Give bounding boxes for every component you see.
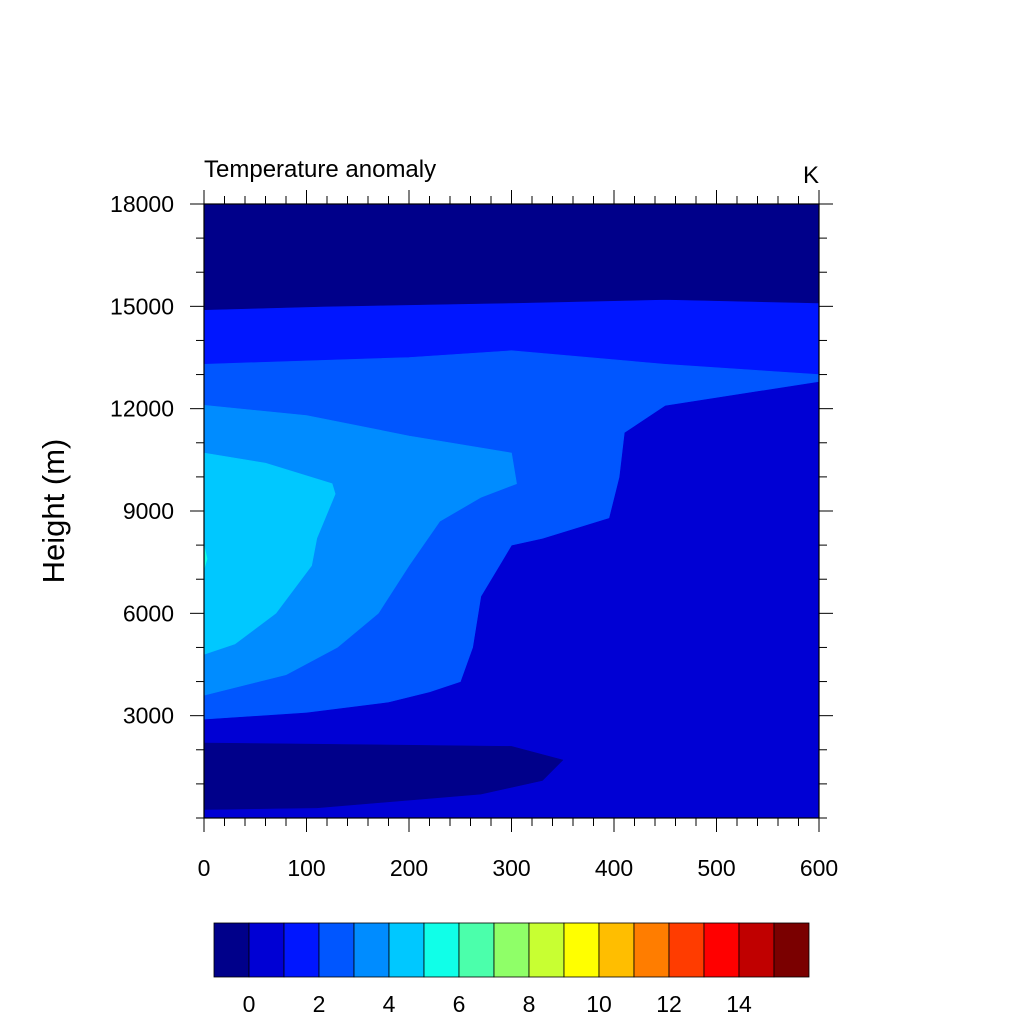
contour-level-0-lower <box>204 742 564 810</box>
x-tick-label: 300 <box>492 855 530 881</box>
colorbar-swatch <box>353 922 390 978</box>
colorbar-swatch <box>773 922 810 978</box>
colorbar-swatch <box>318 922 355 978</box>
colorbar-swatch <box>738 922 775 978</box>
colorbar-swatch <box>423 922 460 978</box>
chart-title: Temperature anomaly <box>204 156 436 183</box>
y-tick-label: 15000 <box>110 293 174 319</box>
y-tick-label: 12000 <box>110 396 174 422</box>
colorbar-swatch <box>458 922 495 978</box>
colorbar-swatch <box>283 922 320 978</box>
colorbar-tick-label: 12 <box>656 991 682 1017</box>
colorbar-tick-label: 6 <box>453 991 466 1017</box>
colorbar-swatch <box>528 922 565 978</box>
colorbar-swatch <box>248 922 285 978</box>
contour-level-6 <box>204 544 208 570</box>
colorbar: 0 2 4 6 8 10 12 14 <box>213 922 810 1017</box>
colorbar-tick-label: 14 <box>726 991 752 1017</box>
y-axis-label: Height (m) <box>36 439 71 584</box>
colorbar-tick-label: 8 <box>523 991 536 1017</box>
colorbar-tick-label: 10 <box>586 991 612 1017</box>
colorbar-swatch <box>703 922 740 978</box>
colorbar-swatch <box>493 922 530 978</box>
y-tick-label: 3000 <box>123 703 174 729</box>
colorbar-swatch <box>598 922 635 978</box>
x-tick-label: 100 <box>287 855 325 881</box>
x-tick-label: 500 <box>697 855 735 881</box>
x-tick-label: 600 <box>800 855 838 881</box>
contour-layer <box>204 204 819 818</box>
colorbar-swatch <box>633 922 670 978</box>
contour-level-0-upper <box>204 204 819 311</box>
y-tick-label: 18000 <box>110 191 174 217</box>
tick-layer: 0 100 200 300 400 500 600 3000 6000 9000 12000 1500… <box>110 190 838 881</box>
colorbar-tick-label: 4 <box>383 991 396 1017</box>
colorbar-swatch <box>563 922 600 978</box>
colorbar-tick-label: 0 <box>243 991 256 1017</box>
y-tick-label: 9000 <box>123 498 174 524</box>
contour-level-5 <box>204 452 336 655</box>
x-tick-label: 400 <box>595 855 633 881</box>
units-label: K <box>803 162 819 189</box>
colorbar-swatch <box>213 922 250 978</box>
x-tick-label: 0 <box>198 855 211 881</box>
y-tick-label: 6000 <box>123 600 174 626</box>
colorbar-tick-label: 2 <box>313 991 326 1017</box>
colorbar-swatch <box>668 922 705 978</box>
x-tick-label: 200 <box>390 855 428 881</box>
colorbar-swatch <box>388 922 425 978</box>
